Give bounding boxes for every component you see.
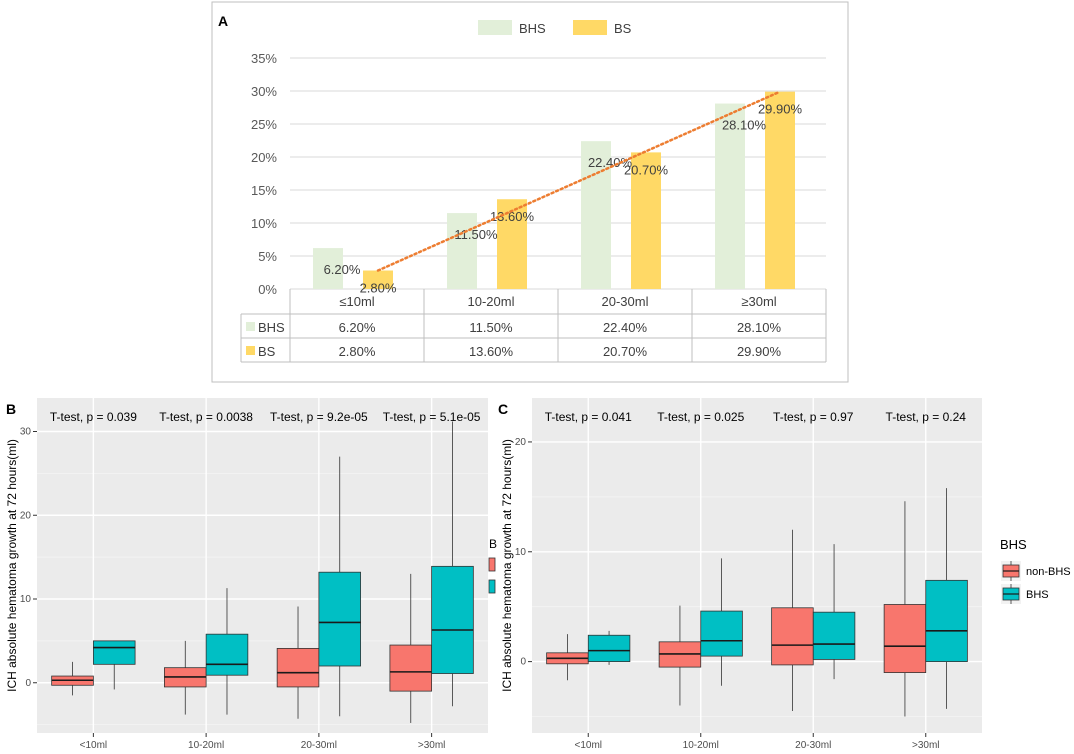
y-tick-label: 15% (251, 183, 277, 198)
x-category-label: ≤10ml (339, 294, 374, 309)
table-legend-key-bs (246, 346, 255, 355)
data-label-bs-1: 13.60% (490, 209, 535, 224)
legend-label-non-bhs: non-BHS (1026, 566, 1071, 578)
y-tick-label: 35% (251, 51, 277, 66)
legend-label-bhs: BHS (1026, 589, 1049, 601)
x-tick-label: <10ml (574, 740, 602, 751)
table-legend-key-bhs (246, 322, 255, 331)
x-tick-label: >30ml (418, 740, 446, 751)
legend-swatch-bs (573, 20, 607, 35)
box-bhs-1 (700, 610, 743, 657)
panel-a: A BHS BS 0% 5% 10% 15% 20% 25% 30% 35% 6.20% 2.80% 11… (211, 1, 849, 383)
p-value-annotation: T-test, p = 0.025 (657, 410, 744, 424)
legend-swatch-bhs (478, 20, 512, 35)
x-category-label: 10-20ml (468, 294, 515, 309)
bar-bs-0 (363, 270, 393, 289)
y-tick-label: 20 (515, 437, 527, 448)
y-tick-label: 10% (251, 216, 277, 231)
p-value-annotation: T-test, p = 0.0038 (159, 410, 253, 424)
x-tick-label: 10-20ml (683, 740, 719, 751)
box-bhs-0 (92, 640, 136, 665)
legend-label-bhs: BHS (519, 21, 546, 36)
table-cell: 22.40% (603, 320, 648, 335)
bar-bs-2 (631, 152, 661, 289)
y-tick-label: 0 (520, 657, 526, 668)
legend-label-bs: BS (614, 21, 632, 36)
y-tick-label: 5% (258, 249, 277, 264)
plot-background (532, 398, 982, 733)
panel-b: B 0 10 20 30 <10ml T-test, p = 0.039 10-20ml T-t… (5, 398, 497, 751)
box-bhs-0 (587, 634, 631, 663)
bar-bs-3 (765, 91, 795, 289)
p-value-annotation: T-test, p = 0.039 (50, 410, 137, 424)
y-axis-label: ICH absolute hematoma growth at 72 hours… (5, 439, 19, 692)
x-tick-label: 20-30ml (301, 740, 337, 751)
p-value-annotation: T-test, p = 0.97 (773, 410, 854, 424)
x-category-label: 20-30ml (602, 294, 649, 309)
data-label-bs-3: 29.90% (758, 102, 803, 117)
y-tick-label: 30% (251, 84, 277, 99)
p-value-annotation: T-test, p = 0.041 (545, 410, 632, 424)
bar-bhs-3 (715, 103, 745, 289)
x-tick-label: 20-30ml (795, 740, 831, 751)
box-non-bhs-3 (883, 604, 927, 673)
bar-bhs-1 (447, 213, 477, 289)
table-cell: 28.10% (737, 320, 782, 335)
panel-a-letter: A (218, 13, 228, 29)
legend-fragment-key (488, 579, 496, 594)
box-non-bhs-2 (771, 607, 814, 666)
box-bhs-2 (812, 611, 856, 660)
y-tick-label: 10 (20, 594, 32, 605)
p-value-annotation: T-test, p = 0.24 (886, 410, 967, 424)
legend-fragment-key (488, 557, 496, 572)
data-label-bs-2: 20.70% (624, 162, 669, 177)
table-row-name: BHS (258, 320, 285, 335)
table-cell: 20.70% (603, 344, 648, 359)
y-tick-label: 20 (20, 510, 32, 521)
table-row-name: BS (258, 344, 276, 359)
table-cell: 13.60% (469, 344, 514, 359)
y-axis-label: ICH absolute hematoma growth at 72 hours… (500, 439, 514, 692)
bar-bhs-2 (581, 141, 611, 289)
table-cell: 2.80% (339, 344, 376, 359)
box-non-bhs-2 (276, 648, 320, 688)
p-value-annotation: T-test, p = 9.2e-05 (270, 410, 368, 424)
data-label-bhs-3: 28.10% (722, 118, 767, 133)
y-tick-label: 25% (251, 117, 277, 132)
legend-fragment-title: B (489, 537, 497, 551)
data-label-bhs-2: 22.40% (588, 155, 633, 170)
y-tick-label: 0 (25, 678, 31, 689)
table-cell: 11.50% (469, 320, 513, 335)
box-bhs-3 (431, 565, 474, 674)
box-non-bhs-3 (389, 644, 433, 692)
x-tick-label: <10ml (80, 740, 108, 751)
y-tick-label: 20% (251, 150, 277, 165)
y-tick-label: 30 (20, 427, 32, 438)
panel-c: C 0 10 20 <10ml T-test, p = 0.041 10-20ml T-tes… (498, 398, 1071, 751)
data-label-bs-0: 2.80% (360, 281, 397, 296)
table-cell: 29.90% (737, 344, 782, 359)
box-bhs-3 (925, 579, 968, 663)
panel-c-letter: C (498, 401, 508, 417)
y-tick-label: 0% (258, 282, 277, 297)
x-category-label: ≥30ml (741, 294, 776, 309)
data-label-bhs-0: 6.20% (324, 262, 361, 277)
box-bhs-2 (318, 571, 361, 667)
x-tick-label: 10-20ml (188, 740, 224, 751)
trendline (376, 90, 782, 272)
x-tick-label: >30ml (912, 740, 940, 751)
p-value-annotation: T-test, p = 5.1e-05 (383, 410, 481, 424)
box-bhs-1 (205, 633, 249, 676)
bar-bhs-0 (313, 248, 343, 289)
table-cell: 6.20% (339, 320, 376, 335)
panel-b-letter: B (6, 401, 16, 417)
legend-title: BHS (1000, 537, 1027, 552)
y-tick-label: 10 (515, 547, 527, 558)
